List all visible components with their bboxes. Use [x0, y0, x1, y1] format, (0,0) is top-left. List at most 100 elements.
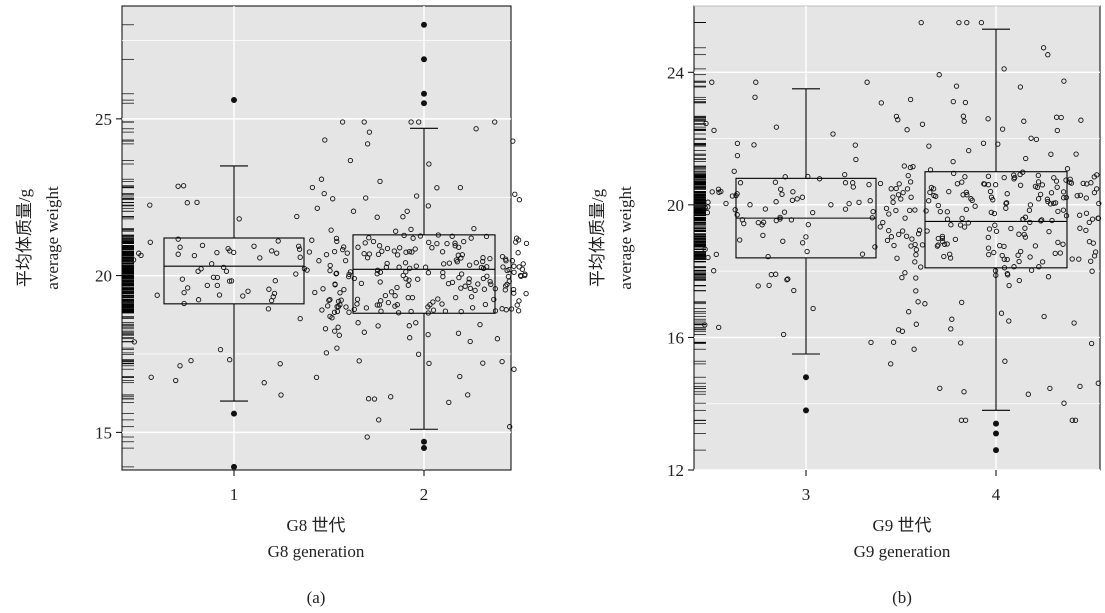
jitter-point: [225, 245, 231, 252]
jitter-point: [966, 147, 972, 154]
jitter-point: [462, 283, 468, 289]
jitter-point: [394, 284, 400, 291]
jitter-point: [965, 220, 971, 226]
jitter-point: [491, 296, 497, 303]
jitter-point: [1005, 272, 1011, 278]
jitter-point: [334, 308, 341, 315]
jitter-point: [480, 275, 487, 282]
jitter-point: [940, 238, 946, 245]
jitter-point: [734, 152, 741, 159]
jitter-point: [180, 183, 187, 189]
jitter-point: [1051, 175, 1057, 181]
jitter-point: [978, 19, 985, 26]
jitter-point: [1025, 391, 1031, 397]
jitter-point: [969, 197, 975, 204]
jitter-point: [1077, 212, 1083, 218]
jitter-point: [355, 244, 361, 250]
jitter-point: [962, 99, 969, 106]
jitter-point: [487, 255, 493, 262]
jitter-point: [328, 227, 334, 233]
jitter-point: [954, 181, 961, 187]
x-tick-label: 3: [802, 485, 811, 504]
jitter-point: [231, 249, 237, 256]
jitter-point: [480, 360, 486, 366]
jitter-point: [204, 282, 210, 289]
jitter-point: [723, 200, 729, 207]
jitter-point: [1011, 264, 1017, 270]
jitter-point: [400, 272, 406, 279]
jitter-point: [964, 192, 970, 198]
jitter-point: [278, 392, 284, 398]
jitter-point: [346, 309, 352, 315]
jitter-point: [711, 268, 717, 274]
jitter-point: [269, 248, 275, 254]
jitter-point: [385, 299, 392, 306]
jitter-point: [356, 358, 362, 364]
jitter-point: [441, 261, 447, 267]
jitter-point: [332, 328, 338, 334]
jitter-point: [964, 19, 970, 26]
jitter-point: [494, 336, 501, 342]
jitter-point: [378, 298, 384, 304]
outlier-point: [420, 445, 427, 452]
jitter-point: [439, 249, 446, 255]
jitter-point: [425, 270, 432, 276]
jitter-point: [318, 176, 325, 182]
jitter-point: [274, 250, 280, 256]
jitter-point: [388, 394, 394, 400]
jitter-point: [361, 329, 367, 335]
jitter-point: [316, 258, 322, 264]
jitter-point: [759, 222, 765, 228]
jitter-point: [417, 233, 424, 239]
jitter-point: [949, 316, 955, 322]
jitter-point: [400, 214, 406, 220]
jitter-point: [406, 277, 412, 283]
jitter-point: [980, 140, 987, 146]
jitter-point: [392, 293, 398, 299]
jitter-point: [981, 181, 988, 187]
panel-label-a: (a): [307, 588, 326, 607]
jitter-point: [959, 299, 965, 306]
jitter-point: [950, 98, 956, 105]
x-tick-label: 4: [992, 485, 1001, 504]
jitter-point: [1049, 217, 1055, 224]
jitter-point: [366, 129, 373, 135]
jitter-point: [1017, 84, 1024, 90]
jitter-point: [362, 240, 368, 246]
y-ticks-a: 15 20 25: [95, 110, 122, 442]
jitter-point: [1021, 118, 1027, 124]
jitter-point: [435, 296, 441, 302]
x-tick-label: 1: [230, 485, 239, 504]
boxes-a: [163, 21, 496, 470]
jitter-point: [297, 254, 303, 260]
jitter-point: [918, 19, 924, 26]
jitter-point: [271, 290, 278, 297]
jitter-point: [363, 195, 369, 201]
jitter-point: [737, 180, 744, 186]
jitter-point: [794, 196, 800, 202]
jitter-point: [415, 351, 422, 357]
jitter-point: [449, 233, 455, 239]
jitter-point: [729, 193, 736, 199]
jitter-point: [986, 226, 993, 232]
jitter-point: [922, 301, 928, 307]
jitter-point: [351, 306, 357, 313]
jitter-point: [923, 208, 929, 214]
jitter-point: [963, 189, 969, 195]
jitter-point: [1060, 189, 1067, 195]
jitter-point: [430, 299, 436, 305]
jitter-point: [459, 252, 465, 258]
jitter-point: [363, 305, 370, 311]
jitter-point: [803, 234, 809, 240]
jitter-point: [179, 276, 186, 282]
jitter-point: [341, 244, 347, 250]
jitter-point: [1003, 200, 1010, 206]
jitter-point: [131, 339, 137, 345]
jitter-point: [760, 232, 766, 239]
jitter-point: [430, 307, 437, 313]
jitter-point: [175, 236, 181, 242]
outlier-point: [420, 56, 427, 63]
jitter-point: [1060, 207, 1067, 213]
